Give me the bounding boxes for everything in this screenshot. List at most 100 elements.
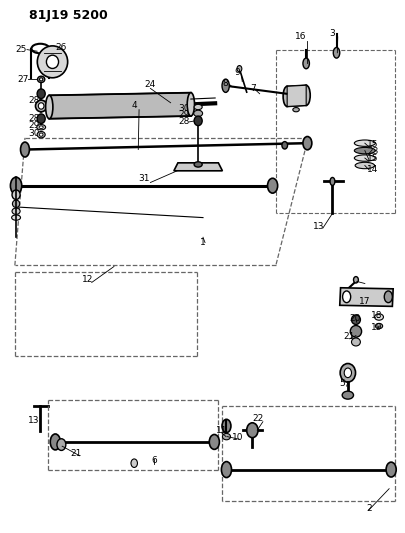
Circle shape — [131, 459, 137, 467]
Text: 27: 27 — [17, 75, 29, 84]
Ellipse shape — [354, 140, 375, 147]
Text: 3: 3 — [329, 29, 335, 38]
Ellipse shape — [333, 47, 339, 58]
Ellipse shape — [222, 433, 230, 440]
Text: 2: 2 — [365, 504, 371, 513]
Ellipse shape — [343, 368, 351, 377]
Ellipse shape — [246, 423, 258, 438]
Ellipse shape — [37, 132, 45, 138]
Ellipse shape — [194, 162, 202, 167]
Ellipse shape — [354, 163, 374, 168]
Polygon shape — [286, 85, 305, 107]
Text: 5: 5 — [339, 379, 345, 388]
Ellipse shape — [302, 58, 309, 69]
Text: 18: 18 — [370, 311, 382, 320]
Text: 9: 9 — [234, 68, 240, 77]
Ellipse shape — [302, 136, 311, 150]
Ellipse shape — [37, 114, 45, 124]
Ellipse shape — [39, 126, 43, 128]
Ellipse shape — [385, 462, 395, 477]
Ellipse shape — [194, 116, 202, 126]
Ellipse shape — [45, 95, 53, 119]
Ellipse shape — [39, 133, 43, 136]
Text: 15: 15 — [366, 140, 378, 149]
Polygon shape — [339, 288, 392, 306]
Text: 24: 24 — [145, 80, 156, 89]
Text: 29: 29 — [28, 121, 39, 130]
Text: 81J19 5200: 81J19 5200 — [29, 9, 107, 22]
Text: 4: 4 — [131, 101, 137, 110]
Ellipse shape — [21, 142, 29, 157]
Ellipse shape — [11, 177, 22, 194]
Text: 14: 14 — [367, 165, 378, 174]
Ellipse shape — [222, 419, 230, 433]
Text: 7: 7 — [250, 84, 256, 93]
Text: 12: 12 — [82, 275, 93, 284]
Text: 16: 16 — [294, 33, 306, 42]
Ellipse shape — [37, 76, 45, 83]
Text: 17: 17 — [358, 296, 370, 305]
Ellipse shape — [354, 155, 375, 161]
Text: 11: 11 — [215, 426, 226, 435]
Text: 20: 20 — [348, 314, 360, 323]
Ellipse shape — [354, 148, 375, 154]
Ellipse shape — [350, 326, 361, 337]
Ellipse shape — [187, 93, 194, 116]
Ellipse shape — [351, 338, 360, 346]
Text: 6: 6 — [151, 456, 157, 465]
Ellipse shape — [194, 104, 202, 110]
Ellipse shape — [46, 55, 58, 68]
Polygon shape — [49, 93, 190, 119]
Ellipse shape — [35, 100, 47, 112]
Text: 21: 21 — [70, 449, 81, 458]
Ellipse shape — [374, 314, 382, 320]
Ellipse shape — [57, 439, 66, 450]
Ellipse shape — [339, 364, 355, 382]
Ellipse shape — [222, 79, 229, 92]
Text: 1: 1 — [200, 238, 205, 247]
Ellipse shape — [37, 89, 45, 99]
Ellipse shape — [36, 125, 45, 130]
Text: 10: 10 — [231, 433, 243, 442]
Ellipse shape — [383, 291, 391, 303]
Ellipse shape — [282, 86, 290, 107]
Text: 19: 19 — [370, 323, 382, 332]
Text: 30: 30 — [28, 128, 40, 138]
Text: 13: 13 — [312, 222, 323, 231]
Ellipse shape — [209, 434, 219, 449]
Text: 31: 31 — [138, 174, 150, 183]
Ellipse shape — [237, 66, 241, 72]
Ellipse shape — [281, 142, 287, 149]
Text: 28: 28 — [28, 114, 39, 123]
Text: 28: 28 — [28, 96, 39, 105]
Text: 22: 22 — [252, 414, 262, 423]
Ellipse shape — [37, 46, 68, 78]
Ellipse shape — [38, 103, 44, 109]
Text: 23: 23 — [367, 147, 378, 156]
Polygon shape — [173, 163, 222, 171]
Ellipse shape — [292, 108, 298, 112]
Text: 25: 25 — [15, 45, 27, 54]
Text: 26: 26 — [55, 43, 66, 52]
Text: 21: 21 — [343, 332, 354, 341]
Ellipse shape — [351, 315, 360, 325]
Ellipse shape — [301, 85, 309, 106]
Ellipse shape — [267, 178, 277, 193]
Ellipse shape — [221, 462, 231, 478]
Ellipse shape — [193, 110, 202, 117]
Ellipse shape — [342, 291, 350, 303]
Text: 15: 15 — [366, 154, 378, 163]
Ellipse shape — [13, 200, 20, 207]
Text: 30: 30 — [177, 103, 189, 112]
Ellipse shape — [50, 434, 60, 450]
Ellipse shape — [12, 190, 20, 199]
Text: 13: 13 — [28, 416, 40, 425]
Text: 29: 29 — [177, 110, 189, 119]
Text: 28: 28 — [177, 117, 189, 126]
Ellipse shape — [341, 391, 353, 399]
Ellipse shape — [12, 215, 21, 220]
Ellipse shape — [329, 177, 334, 185]
Ellipse shape — [353, 277, 358, 283]
Ellipse shape — [375, 324, 382, 329]
Text: 8: 8 — [222, 78, 228, 87]
